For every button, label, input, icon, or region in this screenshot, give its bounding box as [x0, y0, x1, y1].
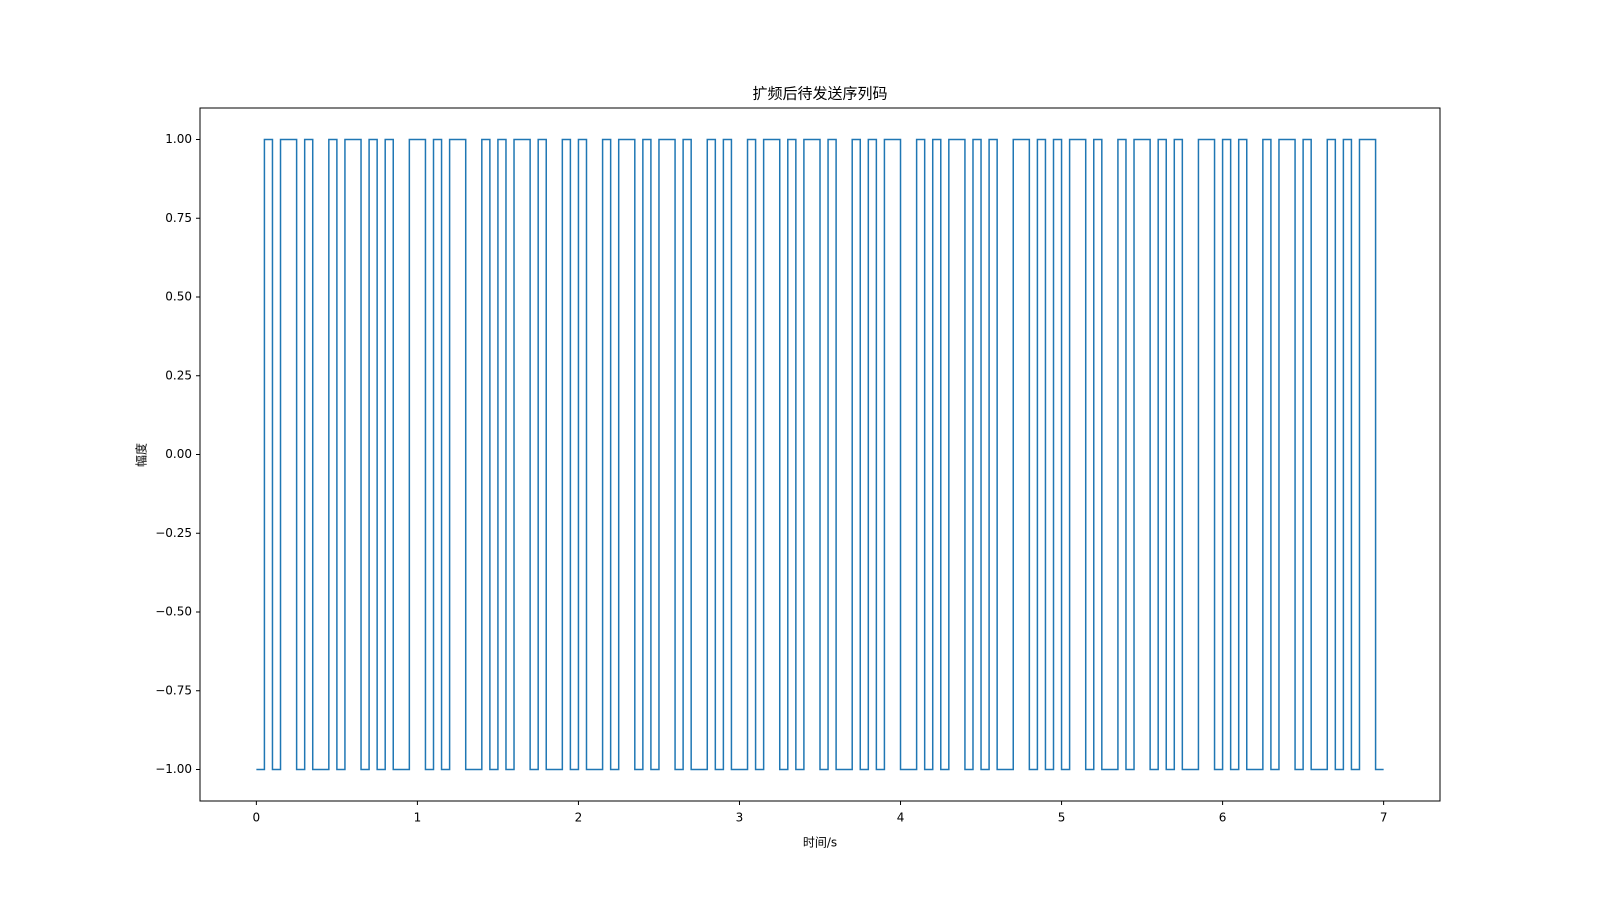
axes-frame [199, 107, 1441, 802]
x-tick-label: 7 [1380, 811, 1388, 825]
y-tick-label: 0.00 [165, 447, 192, 461]
x-tick-label: 2 [575, 811, 583, 825]
x-tick-label: 0 [253, 811, 261, 825]
y-tick-label: 0.50 [165, 290, 192, 304]
y-tick-label: −1.00 [155, 762, 192, 776]
y-tick-label: 0.75 [165, 211, 192, 225]
x-tick-label: 1 [414, 811, 422, 825]
y-tick-label: 1.00 [165, 132, 192, 146]
x-axis-label: 时间/s [803, 836, 837, 850]
chart-title: 扩频后待发送序列码 [752, 85, 887, 103]
y-tick-label: −0.50 [155, 605, 192, 619]
y-tick-label: −0.25 [155, 526, 192, 540]
x-tick-label: 6 [1219, 811, 1227, 825]
y-axis-label: 幅度 [134, 443, 149, 467]
x-tick-label: 4 [897, 811, 905, 825]
x-tick-label: 3 [736, 811, 744, 825]
x-tick-label: 5 [1058, 811, 1066, 825]
data-line [256, 138, 1384, 771]
y-tick-label: 0.25 [165, 368, 192, 382]
y-tick-label: −0.75 [155, 683, 192, 697]
